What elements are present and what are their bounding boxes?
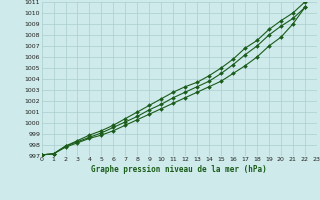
- X-axis label: Graphe pression niveau de la mer (hPa): Graphe pression niveau de la mer (hPa): [91, 165, 267, 174]
